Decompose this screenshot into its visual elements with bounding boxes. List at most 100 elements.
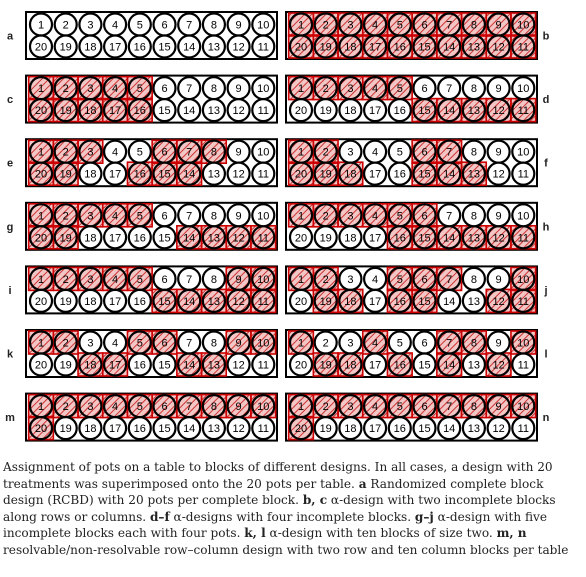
pot-number: 17: [369, 423, 381, 435]
pot-13: [201, 97, 226, 123]
pot-number: 17: [109, 169, 121, 181]
pot-number: 17: [109, 360, 121, 372]
pot-11: [511, 352, 536, 377]
pot-number: 7: [446, 20, 452, 32]
pot-number: 11: [518, 42, 529, 54]
pot-number: 20: [35, 360, 47, 372]
pot-number: 14: [183, 42, 195, 54]
pot-16: [387, 34, 412, 59]
pot-20: [288, 97, 314, 123]
pot-19: [53, 34, 78, 59]
pot-16: [387, 97, 412, 123]
pot-number: 20: [35, 423, 47, 435]
pot-number: 18: [84, 105, 96, 117]
pot-number: 12: [232, 360, 244, 372]
pot-11: [511, 225, 536, 250]
pot-20: [28, 416, 54, 441]
pot-number: 1: [298, 147, 304, 159]
pot-number: 19: [320, 42, 332, 54]
pot-13: [201, 288, 226, 313]
pot-19: [313, 352, 338, 377]
pot-number: 1: [38, 210, 44, 222]
pot-14: [437, 416, 462, 441]
pot-17: [102, 161, 128, 186]
pot-19: [313, 97, 338, 123]
pot-number: 11: [518, 105, 529, 117]
pot-14: [177, 34, 202, 59]
pot-number: 3: [347, 274, 353, 286]
pot-15: [152, 97, 177, 123]
pot-number: 11: [258, 232, 269, 244]
pot-20: [288, 416, 314, 441]
pot-number: 8: [211, 338, 217, 350]
pot-number: 6: [161, 83, 167, 95]
pot-number: 6: [421, 210, 427, 222]
pot-number: 2: [323, 338, 329, 350]
pot-number: 7: [446, 147, 452, 159]
pot-number: 13: [208, 169, 220, 181]
pot-number: 15: [158, 105, 170, 117]
pot-number: 18: [344, 232, 356, 244]
pot-number: 7: [186, 274, 192, 286]
pot-number: 18: [84, 296, 96, 308]
pot-number: 11: [258, 296, 269, 308]
pot-number: 9: [496, 401, 502, 413]
pot-number: 7: [186, 210, 192, 222]
pot-number: 1: [38, 20, 44, 32]
pot-number: 15: [158, 296, 170, 308]
pot-number: 6: [421, 274, 427, 286]
pot-number: 16: [134, 105, 146, 117]
pot-11: [251, 416, 276, 441]
pot-16: [127, 352, 152, 377]
pot-number: 1: [298, 401, 304, 413]
pot-number: 13: [208, 105, 220, 117]
pot-11: [511, 161, 536, 186]
pot-12: [486, 416, 511, 441]
pot-number: 20: [295, 232, 307, 244]
pot-18: [78, 352, 103, 377]
pot-11: [511, 416, 536, 441]
pot-17: [102, 34, 128, 59]
pot-number: 3: [347, 210, 353, 222]
pot-number: 15: [158, 360, 170, 372]
pot-number: 1: [298, 274, 304, 286]
panel-label: l: [544, 349, 547, 361]
pot-number: 3: [347, 401, 353, 413]
pot-number: 14: [183, 423, 195, 435]
pot-number: 18: [344, 296, 356, 308]
pot-20: [28, 34, 54, 59]
panel-label: n: [543, 412, 550, 424]
pot-number: 8: [211, 20, 217, 32]
pot-number: 15: [158, 169, 170, 181]
pot-15: [412, 352, 437, 377]
pot-15: [152, 288, 177, 313]
pot-15: [152, 416, 177, 441]
pot-number: 19: [320, 105, 332, 117]
caption-text: α-design with five incomplete blocks eac…: [3, 509, 548, 541]
pot-18: [78, 97, 103, 123]
pot-15: [152, 352, 177, 377]
pot-15: [412, 97, 437, 123]
pot-12: [486, 352, 511, 377]
pot-number: 8: [471, 338, 477, 350]
pot-number: 9: [236, 338, 242, 350]
pot-13: [201, 416, 226, 441]
pot-number: 17: [369, 296, 381, 308]
pot-14: [177, 225, 202, 250]
pot-19: [313, 288, 338, 313]
pot-number: 12: [492, 232, 504, 244]
pot-15: [152, 225, 177, 250]
pot-number: 2: [63, 274, 69, 286]
pot-13: [201, 225, 226, 250]
pot-number: 9: [496, 210, 502, 222]
pot-number: 20: [35, 105, 47, 117]
pot-19: [53, 161, 78, 186]
pot-number: 12: [492, 105, 504, 117]
pot-18: [338, 97, 363, 123]
pot-number: 13: [208, 296, 220, 308]
pot-number: 18: [344, 169, 356, 181]
pot-11: [251, 97, 276, 123]
pot-14: [177, 416, 202, 441]
